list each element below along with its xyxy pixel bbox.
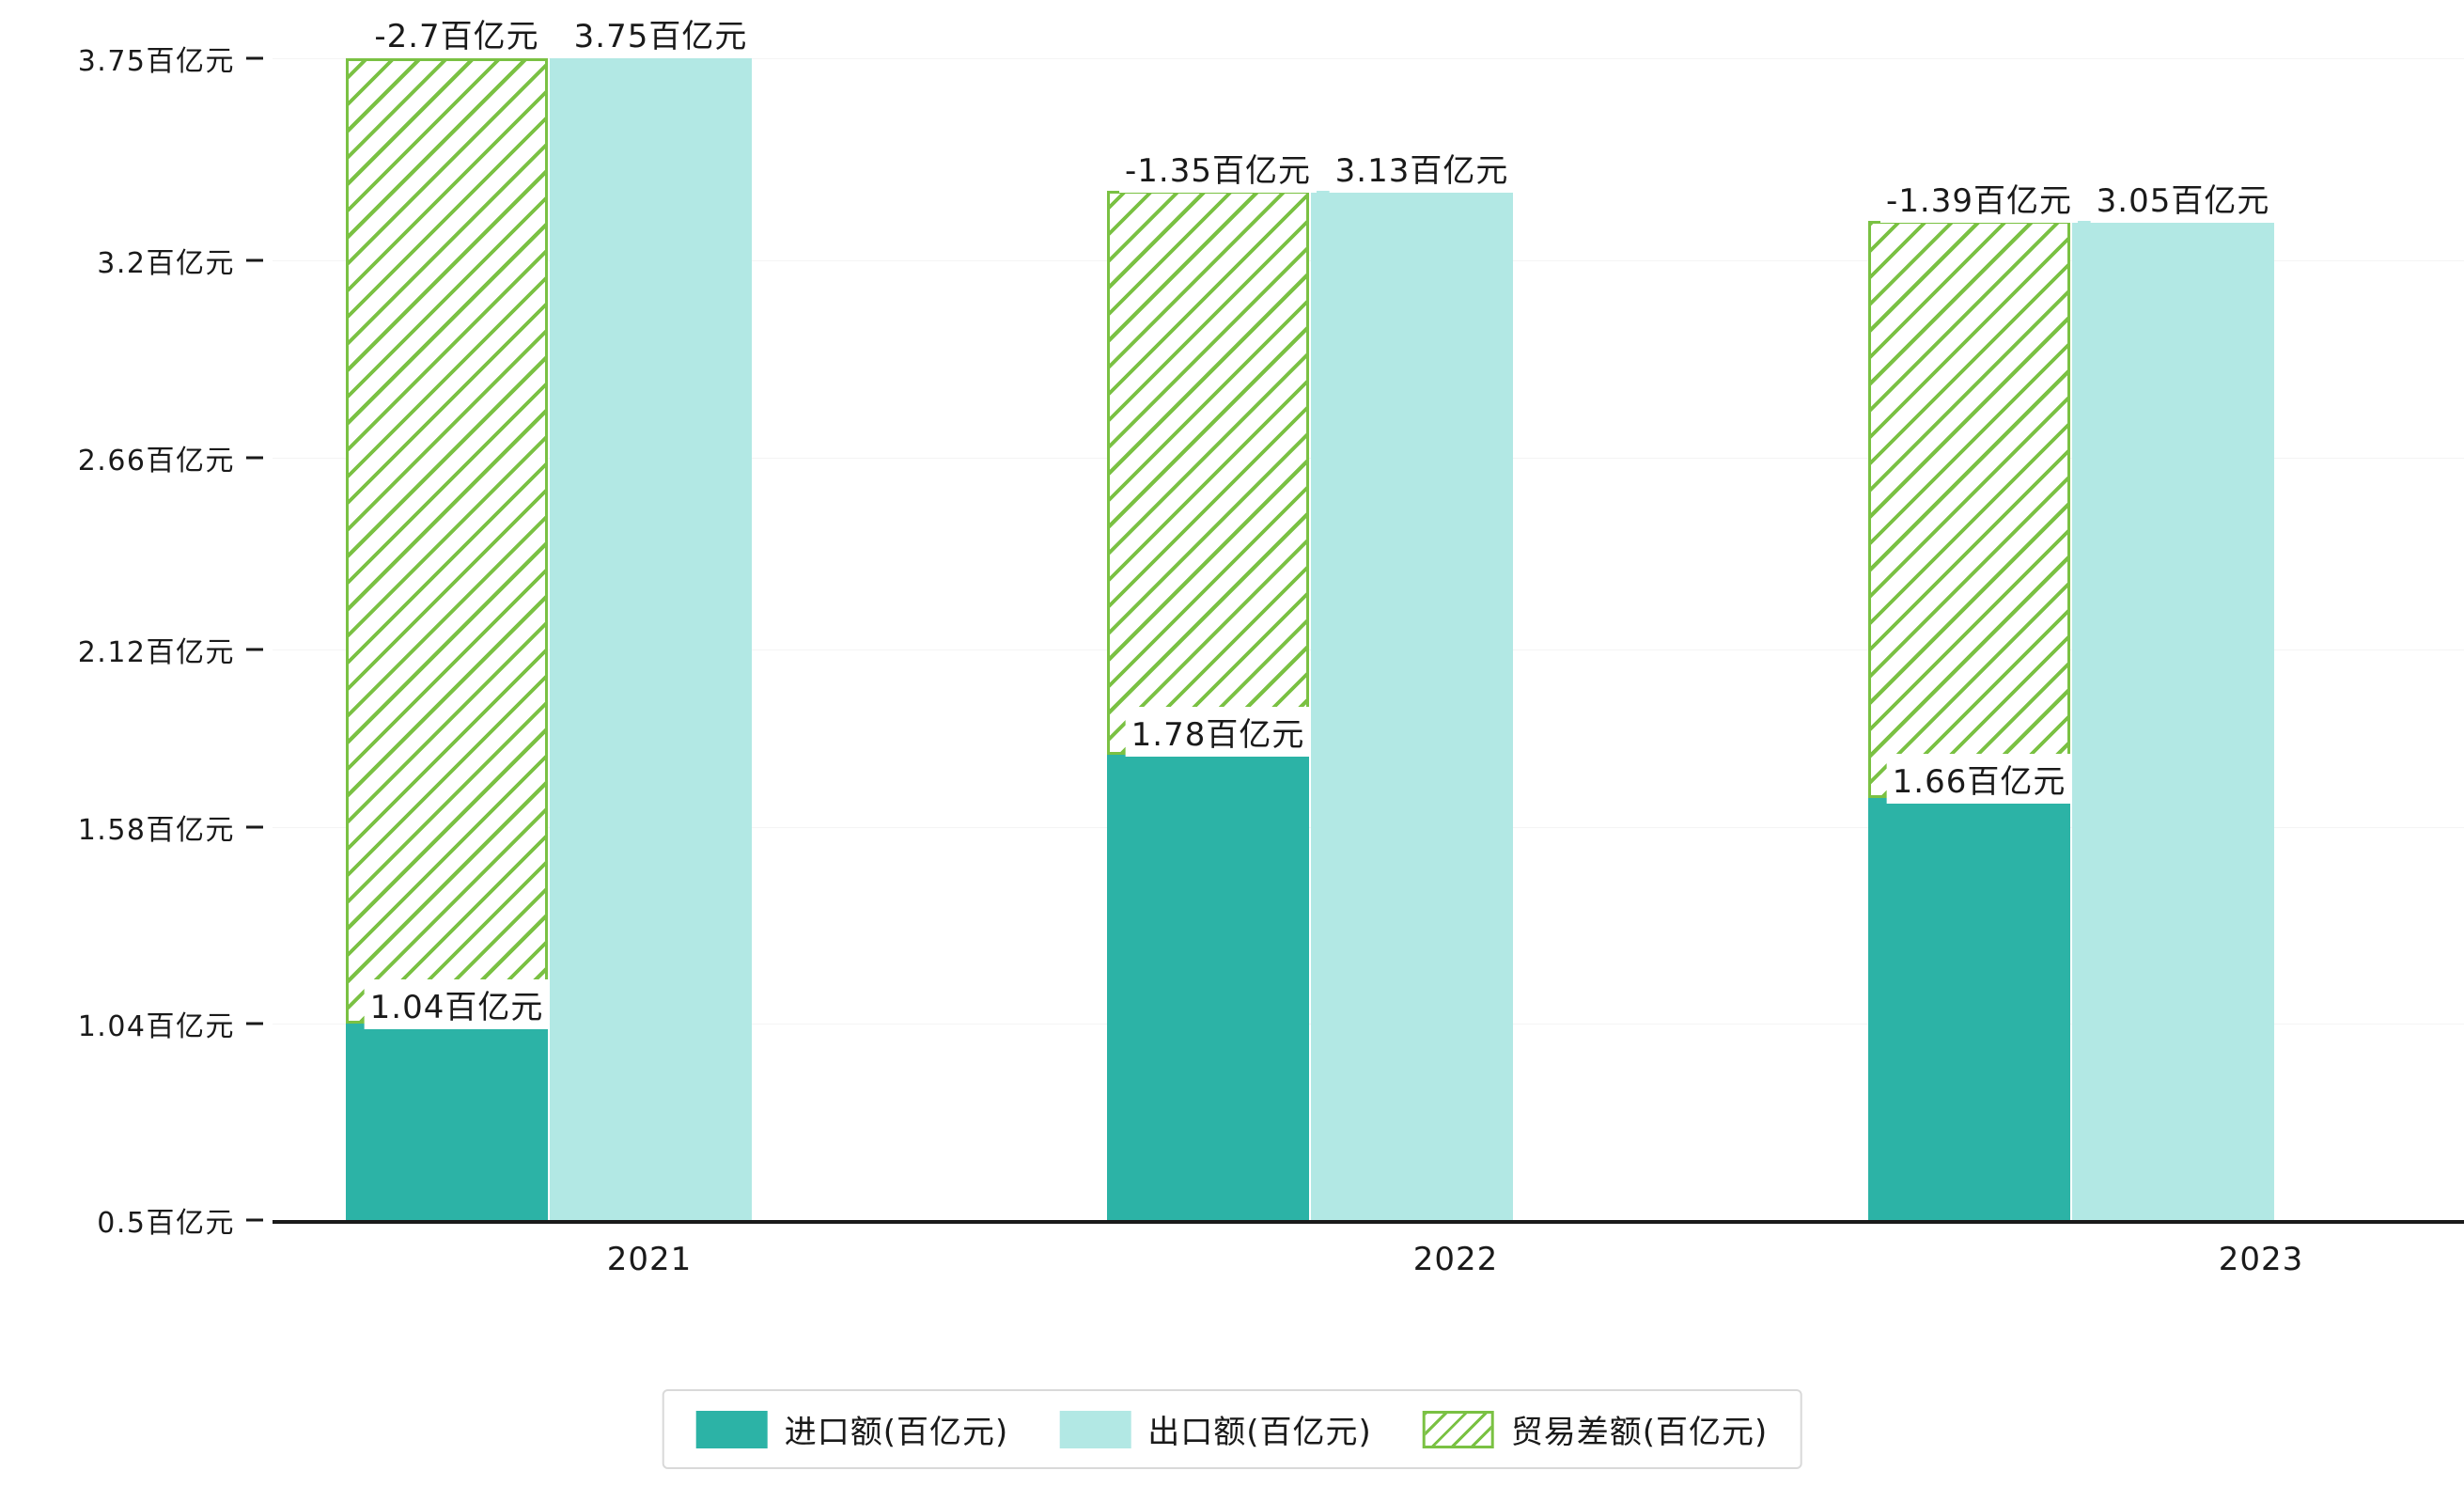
y-tick-label-0: 0.5百亿元: [97, 1207, 235, 1240]
legend: 进口额(百亿元) 出口额(百亿元) 贸易差额(百亿元): [662, 1389, 1802, 1469]
y-tick-label-3: 2.12百亿元: [77, 636, 235, 669]
bar-diff-2022[interactable]: [1107, 191, 1309, 755]
y-tick-mark-0: [246, 1218, 263, 1222]
bar-export-2021[interactable]: [550, 58, 752, 1220]
legend-item-import[interactable]: 进口额(百亿元): [695, 1406, 1009, 1452]
x-tick-label-2022: 2022: [1412, 1241, 1499, 1278]
value-label-export-2023: 3.05百亿元: [2090, 173, 2276, 223]
legend-swatch-import-icon: [695, 1410, 768, 1448]
bar-import-2023[interactable]: [1868, 798, 2070, 1220]
value-label-export-2021: 3.75百亿元: [568, 8, 754, 58]
legend-label-trade-balance: 贸易差额(百亿元): [1510, 1414, 1769, 1451]
value-label-diff-2021: -2.7百亿元: [368, 8, 545, 58]
y-tick-label-1: 1.04百亿元: [77, 1010, 235, 1043]
y-tick-mark-4: [246, 456, 263, 460]
y-tick-label-6: 3.75百亿元: [77, 45, 235, 78]
bar-export-2022[interactable]: [1311, 191, 1513, 1220]
legend-item-trade-balance[interactable]: 贸易差额(百亿元): [1422, 1406, 1769, 1452]
y-tick-mark-5: [246, 258, 263, 262]
legend-swatch-export-icon: [1059, 1410, 1131, 1448]
y-tick-mark-1: [246, 1022, 263, 1025]
y-tick-mark-6: [246, 56, 263, 60]
gridline-6: [273, 58, 2464, 59]
y-tick-mark-3: [246, 648, 263, 651]
value-label-diff-2023: -1.39百亿元: [1880, 173, 2078, 223]
x-axis-line: [273, 1220, 2464, 1224]
bar-diff-2021[interactable]: [346, 58, 548, 1024]
y-tick-label-2: 1.58百亿元: [77, 814, 235, 847]
bar-import-2021[interactable]: [346, 1024, 548, 1220]
y-tick-label-5: 3.2百亿元: [97, 247, 235, 280]
legend-item-export[interactable]: 出口额(百亿元): [1059, 1406, 1372, 1452]
value-label-import-2021: 1.04百亿元: [364, 979, 550, 1029]
legend-label-import: 进口额(百亿元): [784, 1414, 1009, 1451]
x-tick-label-2021: 2021: [606, 1241, 693, 1278]
plot-area: [273, 38, 2464, 1220]
bar-import-2022[interactable]: [1107, 755, 1309, 1220]
y-tick-mark-2: [246, 825, 263, 829]
bar-diff-2023[interactable]: [1868, 221, 2070, 798]
bar-export-2023[interactable]: [2072, 221, 2274, 1220]
y-tick-label-4: 2.66百亿元: [77, 445, 235, 477]
value-label-import-2022: 1.78百亿元: [1125, 707, 1311, 757]
value-label-diff-2022: -1.35百亿元: [1119, 143, 1317, 193]
legend-swatch-trade-balance-icon: [1422, 1410, 1494, 1448]
x-tick-label-2023: 2023: [2218, 1241, 2304, 1278]
legend-label-export: 出口额(百亿元): [1147, 1414, 1372, 1451]
value-label-export-2022: 3.13百亿元: [1329, 143, 1515, 193]
value-label-import-2023: 1.66百亿元: [1886, 754, 2072, 804]
